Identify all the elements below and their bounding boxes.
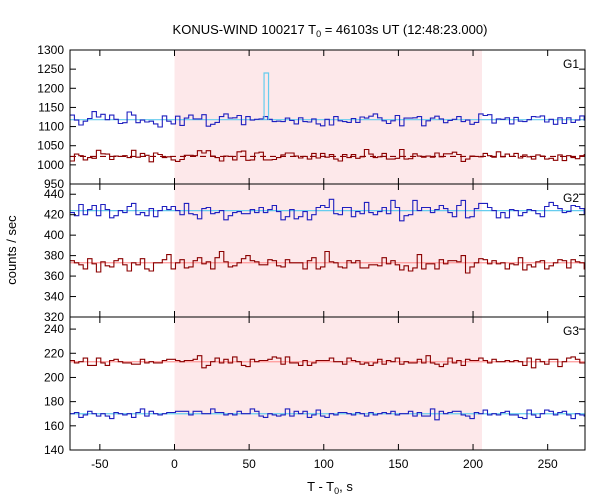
x-axis-label-prefix: T - T xyxy=(307,479,334,494)
y-tick-label: 1100 xyxy=(38,120,64,134)
panel-g2: 320 340 360 380 400 420 440 G2 xyxy=(44,183,586,324)
y-tick-label: 420 xyxy=(44,208,64,222)
panel-g3: 140 160 180 200 220 240 -50 0 50 100 150 200 250 G3 xyxy=(44,316,586,471)
x-axis-label-subscript: 0 xyxy=(334,486,339,496)
panel-g1: 950 1000 1050 1100 1150 1200 1250 1300 G1 xyxy=(37,43,586,191)
x-tick-label: 0 xyxy=(171,457,178,471)
x-tick-label: 200 xyxy=(463,457,483,471)
y-tick-label: 950 xyxy=(44,177,64,191)
y-tick-label: 1300 xyxy=(37,43,64,57)
series-blue-0 xyxy=(70,111,585,128)
y-axis-label: counts / sec xyxy=(4,215,19,285)
chart-title: KONUS-WIND 100217 T0 = 46103s UT (12:48:… xyxy=(173,22,488,39)
y-tick-label: 160 xyxy=(44,419,64,433)
x-tick-label: 100 xyxy=(314,457,334,471)
y-tick-label: 1150 xyxy=(38,100,64,114)
chart-title-subscript: 0 xyxy=(316,29,321,39)
y-tick-label: 320 xyxy=(44,310,64,324)
spike-feature xyxy=(263,72,270,120)
panels-group: 9501000105011001150120012501300G13203403… xyxy=(37,43,586,471)
series-red-1 xyxy=(70,250,585,274)
y-tick-label: 1250 xyxy=(37,62,64,76)
x-axis-label: T - T0, s xyxy=(307,479,353,496)
y-tick-label: 140 xyxy=(44,443,64,457)
shaded-interval xyxy=(174,317,483,450)
panel-frame xyxy=(69,316,586,451)
y-tick-label: 360 xyxy=(44,269,64,283)
y-tick-label: 1200 xyxy=(37,81,64,95)
x-axis-label-suffix: , s xyxy=(339,479,353,494)
y-tick-label: 220 xyxy=(44,346,64,360)
panel-label: G2 xyxy=(563,191,579,205)
y-tick-label: 1000 xyxy=(37,158,64,172)
panel-plot-area xyxy=(70,355,585,421)
shaded-interval xyxy=(174,184,483,317)
series-red-0 xyxy=(70,355,585,369)
y-tick-label: 200 xyxy=(44,370,64,384)
y-tick-label: 1050 xyxy=(37,139,64,153)
y-tick-label: 380 xyxy=(44,249,64,263)
x-tick-label: 50 xyxy=(242,457,256,471)
y-tick-label: 180 xyxy=(44,395,64,409)
series-blue-0 xyxy=(70,198,585,222)
x-tick-label: 150 xyxy=(388,457,408,471)
panel-plot-area xyxy=(70,198,585,274)
chart-title-suffix: = 46103s UT (12:48:23.000) xyxy=(321,22,487,37)
y-tick-label: 340 xyxy=(44,290,64,304)
x-tick-label: -50 xyxy=(91,457,109,471)
chart-title-prefix: KONUS-WIND 100217 T xyxy=(173,22,317,37)
y-tick-label: 240 xyxy=(44,322,64,336)
series-red-1 xyxy=(70,148,585,163)
x-tick-label: 250 xyxy=(538,457,558,471)
y-tick-label: 400 xyxy=(44,228,64,242)
y-tick-label: 440 xyxy=(44,187,64,201)
panel-plot-area xyxy=(70,72,585,163)
panel-label: G1 xyxy=(563,57,579,71)
series-blue-1 xyxy=(70,408,585,421)
shaded-interval xyxy=(174,50,483,184)
panel-label: G3 xyxy=(563,324,579,338)
